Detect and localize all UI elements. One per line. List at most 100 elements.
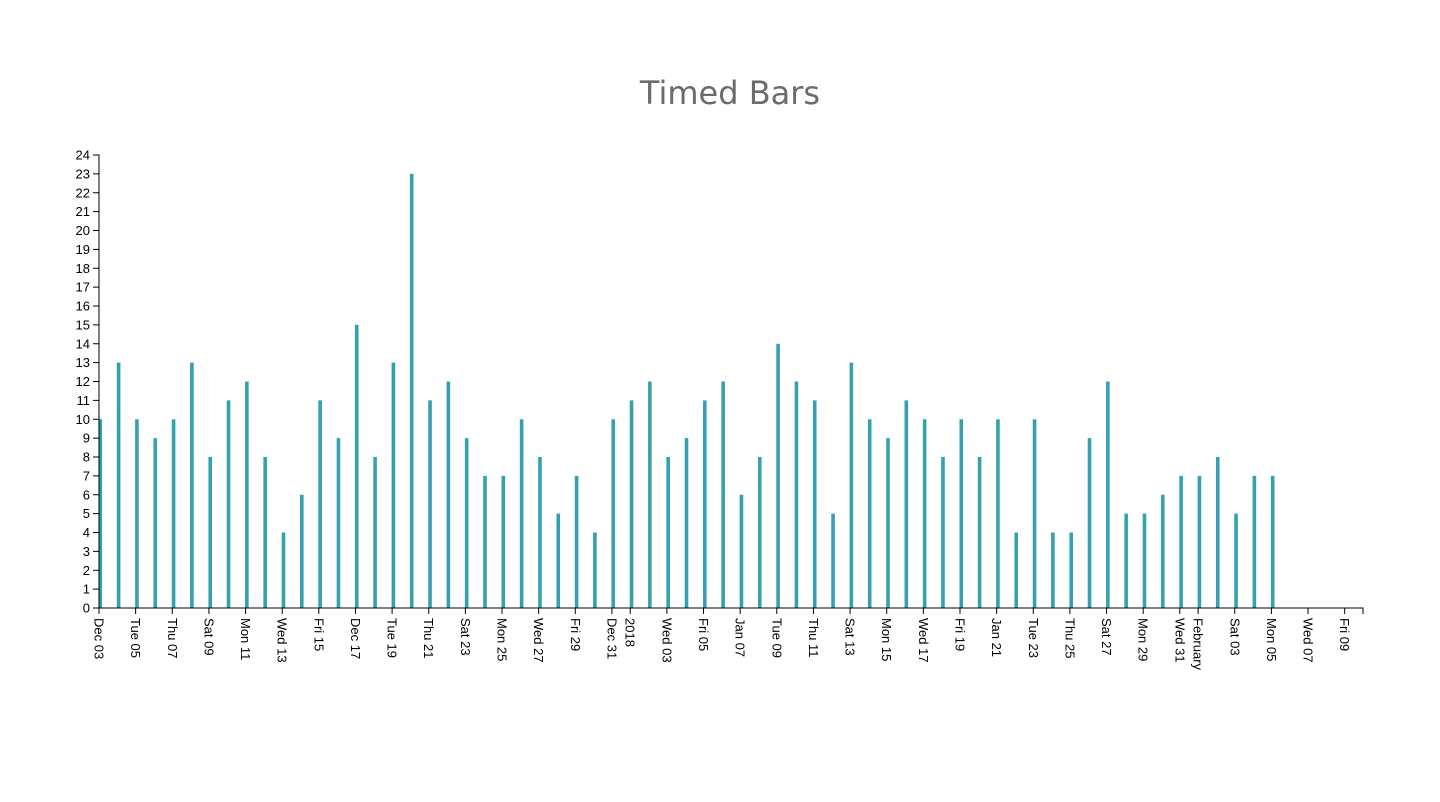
y-tick-label: 2 [83, 563, 90, 578]
x-tick-label: Fri 09 [1337, 618, 1352, 651]
x-tick-label: Mon 15 [879, 618, 894, 661]
bar [446, 381, 451, 608]
y-tick-label: 9 [83, 431, 90, 446]
bar [98, 419, 103, 608]
x-tick-label: Wed 27 [531, 618, 546, 663]
x-tick-label: Sat 27 [1099, 618, 1114, 656]
bar [611, 419, 616, 608]
bar [776, 343, 780, 608]
bar [1142, 513, 1147, 608]
y-tick-label: 6 [83, 487, 90, 502]
y-tick-label: 0 [83, 601, 90, 616]
x-tick-label: Fri 29 [568, 618, 583, 651]
bar [1270, 475, 1275, 608]
bar [1197, 475, 1202, 608]
bar [464, 438, 469, 608]
x-tick-label: Dec 17 [348, 618, 363, 659]
x-tick-label: Sat 03 [1227, 618, 1242, 656]
bar [941, 457, 945, 608]
bar [1069, 532, 1073, 608]
y-tick-label: 21 [76, 204, 90, 219]
bar [959, 419, 964, 608]
y-tick-label: 13 [76, 355, 90, 370]
y-tick-label: 7 [83, 468, 90, 483]
x-axis: Dec 03 Tue 05 Thu 07 Sat 09 Mon 11 Wed 13 Fri … [92, 607, 1364, 671]
bar [1051, 532, 1055, 608]
y-tick-label: 24 [76, 148, 90, 163]
x-tick-label: Mon 11 [238, 618, 253, 660]
bar [886, 438, 890, 608]
bar [281, 532, 286, 608]
x-tick-label: Mon 29 [1136, 618, 1151, 661]
bar [391, 362, 396, 608]
bar [1215, 457, 1220, 608]
bar [501, 475, 506, 608]
bar [409, 173, 414, 608]
bar [684, 438, 689, 608]
y-tick-label: 11 [77, 393, 91, 408]
y-tick-label: 19 [76, 242, 90, 257]
bar [1106, 381, 1110, 608]
x-tick-label: 2018 [623, 618, 638, 647]
bar [648, 381, 652, 608]
y-tick-label: 17 [76, 280, 90, 295]
bar [757, 457, 762, 608]
bar [794, 381, 799, 608]
y-tick-label: 10 [76, 412, 90, 427]
bar [812, 400, 817, 608]
bar [1234, 513, 1238, 608]
bar [904, 400, 909, 608]
y-tick-label: 22 [76, 185, 90, 200]
bar [721, 381, 725, 608]
bar [831, 513, 835, 608]
x-tick-label: Dec 31 [604, 618, 619, 659]
y-tick-label: 23 [76, 166, 90, 181]
x-axis-line [98, 607, 1364, 614]
bar [922, 419, 927, 608]
bar [190, 362, 194, 608]
bar [263, 457, 267, 608]
bar [593, 532, 597, 608]
y-tick-label: 5 [83, 506, 90, 521]
bar [519, 419, 524, 608]
x-tick-label: Sat 23 [458, 618, 473, 656]
x-tick-label: Fri 15 [311, 618, 326, 651]
x-tick-label: Fri 05 [696, 618, 711, 651]
bar [1124, 513, 1128, 608]
bar [483, 475, 487, 608]
x-tick-label: Wed 31 [1172, 618, 1187, 663]
bar [153, 438, 158, 608]
bar [373, 457, 377, 608]
x-tick-label: Tue 05 [128, 618, 143, 658]
x-tick-label: Sat 13 [843, 618, 858, 656]
x-tick-label: Thu 11 [806, 618, 821, 658]
y-tick-label: 16 [76, 299, 90, 314]
x-tick-label: Wed 13 [275, 618, 290, 663]
bar [116, 362, 121, 608]
bar [574, 475, 579, 608]
x-tick-label: Wed 17 [916, 618, 931, 663]
x-tick-label: Mon 05 [1264, 618, 1279, 661]
y-tick-label: 12 [76, 374, 90, 389]
bar [1087, 438, 1092, 608]
bar [666, 457, 670, 608]
bar [1032, 419, 1037, 608]
bar [1179, 475, 1183, 608]
bar [629, 400, 634, 608]
y-tick-label: 4 [83, 525, 90, 540]
bars-layer [98, 173, 1275, 608]
bar [556, 513, 561, 608]
bar [1160, 494, 1165, 608]
x-tick-label: Wed 03 [659, 618, 674, 663]
x-tick-label: February [1191, 618, 1206, 671]
bar [208, 457, 213, 608]
bar [318, 400, 322, 608]
bar [226, 400, 231, 608]
x-tick-label: Jan 21 [989, 618, 1004, 657]
x-tick-label: Tue 09 [769, 618, 784, 658]
bar [538, 457, 542, 608]
bar [977, 457, 982, 608]
bar [354, 324, 359, 608]
y-tick-label: 1 [83, 582, 90, 597]
x-tick-label: Sat 09 [201, 618, 216, 656]
